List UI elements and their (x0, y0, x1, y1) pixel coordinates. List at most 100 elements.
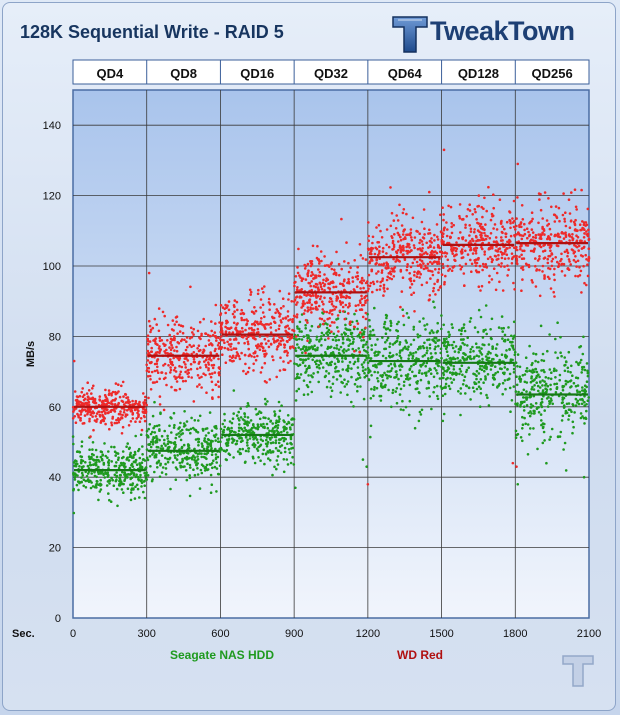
data-point (136, 475, 140, 479)
data-point (120, 488, 124, 491)
data-point (213, 331, 217, 334)
data-point (137, 402, 140, 406)
data-point (278, 445, 282, 448)
data-point (167, 446, 171, 449)
data-point (558, 435, 562, 438)
data-point (285, 427, 288, 430)
data-point (463, 329, 467, 333)
data-point (459, 413, 462, 417)
data-point (479, 236, 483, 239)
data-point (216, 380, 220, 384)
data-point (196, 385, 199, 388)
data-point-outlier (441, 419, 445, 423)
data-point (511, 256, 514, 259)
data-point (238, 437, 241, 440)
data-point (580, 291, 583, 294)
data-point (585, 283, 588, 287)
data-point (189, 466, 192, 469)
data-point (366, 361, 370, 365)
data-point (500, 353, 504, 357)
data-point (330, 302, 334, 306)
data-point (185, 428, 188, 431)
data-point (264, 453, 268, 456)
data-point (279, 356, 282, 360)
data-point (327, 363, 331, 367)
data-point (516, 365, 519, 368)
data-point (425, 241, 429, 245)
data-point (344, 323, 347, 327)
data-point (579, 254, 583, 257)
data-point (437, 271, 440, 274)
data-point (364, 326, 367, 330)
data-point (236, 322, 239, 325)
data-point (573, 188, 577, 191)
data-point (505, 220, 509, 224)
data-point (436, 397, 440, 401)
data-point (442, 371, 445, 375)
data-point (406, 250, 410, 253)
data-point (253, 355, 256, 359)
data-point (346, 335, 350, 338)
data-point (110, 445, 113, 449)
data-point (315, 359, 319, 363)
data-point (399, 235, 402, 239)
data-point (447, 384, 451, 388)
data-point (102, 473, 105, 477)
data-point (480, 238, 484, 242)
data-point (182, 352, 186, 356)
data-point (197, 419, 200, 422)
data-point (183, 465, 186, 468)
data-point (346, 393, 349, 397)
data-point (265, 352, 268, 356)
data-point (355, 378, 358, 382)
data-point (545, 219, 549, 222)
data-point (415, 229, 418, 233)
data-point (500, 256, 504, 260)
data-point (89, 463, 93, 467)
data-point (286, 310, 290, 313)
data-point (145, 363, 148, 367)
data-point (220, 323, 223, 326)
data-point (388, 345, 391, 349)
data-point (338, 309, 342, 313)
data-point (586, 399, 590, 403)
data-point (515, 233, 518, 236)
data-point (532, 427, 535, 430)
data-point (448, 371, 452, 374)
data-point (93, 419, 97, 422)
data-point (218, 321, 221, 324)
data-point (358, 336, 362, 339)
data-point (287, 448, 291, 451)
data-point (381, 379, 385, 382)
data-point (158, 395, 162, 398)
data-point (401, 253, 405, 256)
data-point (142, 480, 146, 483)
data-point (286, 335, 290, 339)
y-tick-label: 20 (49, 543, 61, 555)
data-point (110, 409, 113, 412)
data-point (393, 364, 397, 368)
data-point (132, 453, 136, 457)
data-point (398, 364, 401, 368)
data-point (583, 404, 586, 407)
data-point (491, 214, 495, 218)
data-point (367, 234, 371, 238)
data-point (500, 315, 504, 318)
data-point (118, 484, 122, 487)
data-point (210, 329, 213, 333)
data-point (548, 333, 551, 336)
data-point (73, 390, 77, 393)
data-point (512, 385, 516, 388)
data-point (169, 337, 173, 341)
data-point (139, 463, 142, 467)
data-point (387, 272, 391, 275)
data-point (522, 409, 526, 412)
legend-wd-red: WD Red (397, 648, 443, 662)
data-point (331, 338, 335, 342)
data-point-outlier (515, 465, 518, 468)
data-point (179, 430, 182, 433)
data-point (304, 327, 308, 330)
data-point (378, 245, 381, 248)
data-point (389, 324, 393, 328)
data-point (355, 319, 359, 323)
